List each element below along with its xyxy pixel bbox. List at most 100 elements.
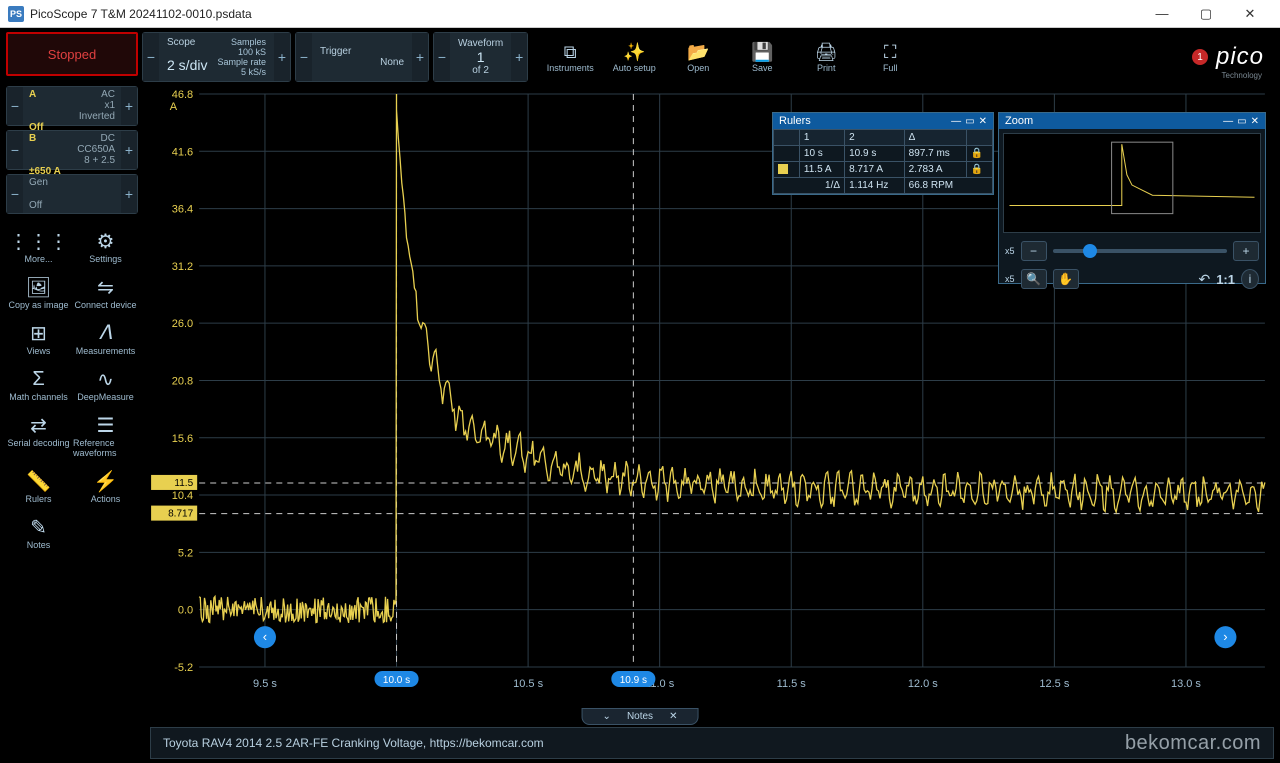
side-notes[interactable]: ✎Notes <box>6 510 71 554</box>
close-button[interactable]: ✕ <box>1228 0 1272 28</box>
side-serial[interactable]: ⇄Serial decoding <box>6 408 71 462</box>
notes-tab[interactable]: ⌄Notes✕ <box>582 708 699 725</box>
zoom-tool-search[interactable]: 🔍 <box>1021 269 1047 289</box>
channel-a-panel[interactable]: − A ACx1Inverted Off + <box>6 86 138 126</box>
notification-badge[interactable]: 1 <box>1192 49 1208 65</box>
app-icon: PS <box>8 6 24 22</box>
save-label: Save <box>752 63 773 73</box>
chan-b-minus[interactable]: − <box>7 131 23 169</box>
trigger-plus[interactable]: + <box>412 33 428 81</box>
gen-panel[interactable]: − Gen Off + <box>6 174 138 214</box>
chan-b-plus[interactable]: + <box>121 131 137 169</box>
zoom-tool-pan[interactable]: ✋ <box>1053 269 1079 289</box>
notes-tab-label: Notes <box>627 711 653 722</box>
zoom-minus-h[interactable]: − <box>1021 241 1047 261</box>
svg-text:13.0 s: 13.0 s <box>1171 678 1201 690</box>
gen-plus[interactable]: + <box>121 175 137 213</box>
save-icon: 💾 <box>751 41 773 63</box>
side-refwave[interactable]: ☰Reference waveforms <box>73 408 138 462</box>
chan-b-meta: DCCC650A8 + 2.5 <box>77 133 115 166</box>
side-views[interactable]: ⊞Views <box>6 316 71 360</box>
svg-text:9.5 s: 9.5 s <box>253 678 277 690</box>
svg-text:-5.2: -5.2 <box>174 662 193 674</box>
gen-minus[interactable]: − <box>7 175 23 213</box>
chan-a-minus[interactable]: − <box>7 87 23 125</box>
watermark: bekomcar.com <box>1125 732 1261 755</box>
side-connect[interactable]: ⇋Connect device <box>73 270 138 314</box>
side-math[interactable]: ΣMath channels <box>6 362 71 406</box>
side-deep[interactable]: ∿DeepMeasure <box>73 362 138 406</box>
trigger-panel[interactable]: − Trigger None + <box>295 32 429 82</box>
zoom-max-icon[interactable]: ▭ <box>1237 116 1246 127</box>
side-more[interactable]: ⋮⋮⋮More... <box>6 224 71 268</box>
side-rulers[interactable]: 📏Rulers <box>6 464 71 508</box>
rulers-title: Rulers <box>779 115 811 127</box>
zoom-info-icon[interactable]: i <box>1241 269 1259 289</box>
zoom-close-icon[interactable]: ✕ <box>1251 116 1259 127</box>
rulers-min-icon[interactable]: — <box>951 116 961 127</box>
rulers-window[interactable]: Rulers — ▭ ✕ 12Δ10 s10.9 s897.7 ms🔒11.5 A8… <box>772 112 994 195</box>
channel-b-panel[interactable]: − B DCCC650A8 + 2.5 ±650 A + <box>6 130 138 170</box>
rulers-max-icon[interactable]: ▭ <box>965 116 974 127</box>
zoom-preview[interactable] <box>1003 133 1261 233</box>
svg-text:11.5: 11.5 <box>174 478 193 489</box>
toolbar-open[interactable]: 📂Open <box>672 41 724 73</box>
zoom-min-icon[interactable]: — <box>1223 116 1233 127</box>
zoom-plus-h[interactable]: + <box>1233 241 1259 261</box>
zoom-ratio[interactable]: 1:1 <box>1216 272 1235 287</box>
side-settings[interactable]: ⚙Settings <box>73 224 138 268</box>
refwave-label: Reference waveforms <box>73 438 138 458</box>
rulers-close-icon[interactable]: ✕ <box>979 116 987 127</box>
autosetup-label: Auto setup <box>613 63 656 73</box>
svg-text:12.5 s: 12.5 s <box>1039 678 1069 690</box>
trigger-minus[interactable]: − <box>296 33 312 81</box>
full-icon: ⛶ <box>884 41 897 63</box>
window-title: PicoScope 7 T&M 20241102-0010.psdata <box>30 7 252 21</box>
waveform-title: Waveform <box>458 38 503 49</box>
zoom-undo-icon[interactable]: ↶ <box>1198 271 1210 288</box>
scope-minus[interactable]: − <box>143 33 159 81</box>
chan-a-plus[interactable]: + <box>121 87 137 125</box>
svg-text:10.9 s: 10.9 s <box>620 675 647 686</box>
settings-label: Settings <box>89 254 122 264</box>
toolbar-print[interactable]: 🖨Print <box>800 41 852 73</box>
zoom-slider[interactable] <box>1053 249 1227 253</box>
refwave-icon: ☰ <box>97 412 115 438</box>
deep-label: DeepMeasure <box>77 392 134 402</box>
waveform-panel[interactable]: − Waveform 1 of 2 + <box>433 32 528 82</box>
svg-text:11.5 s: 11.5 s <box>777 678 807 690</box>
svg-text:8.717: 8.717 <box>168 509 193 520</box>
rulers-table: 12Δ10 s10.9 s897.7 ms🔒11.5 A8.717 A2.783… <box>773 129 993 194</box>
minimize-button[interactable]: — <box>1140 0 1184 28</box>
tool-icons: ⧉Instruments ✨Auto setup 📂Open 💾Save 🖨Print ⛶… <box>544 32 916 82</box>
rulers-icon: 📏 <box>26 468 51 494</box>
zoom-window[interactable]: Zoom —▭✕ + − x5 − + x5 🔍 ✋ ↶ 1:1 i <box>998 112 1266 284</box>
side-actions[interactable]: ⚡Actions <box>73 464 138 508</box>
svg-text:›: › <box>1223 629 1227 644</box>
connect-label: Connect device <box>74 300 136 310</box>
side-copy[interactable]: 🖼Copy as image <box>6 270 71 314</box>
side-measurements[interactable]: 𝛬Measurements <box>73 316 138 360</box>
maximize-button[interactable]: ▢ <box>1184 0 1228 28</box>
actions-icon: ⚡ <box>93 468 118 494</box>
svg-text:31.2: 31.2 <box>172 261 193 273</box>
scope-plus[interactable]: + <box>274 33 290 81</box>
rate-lbl: Sample rate <box>217 57 266 67</box>
run-stop-button[interactable]: Stopped <box>6 32 138 76</box>
waveform-prev[interactable]: − <box>434 33 450 81</box>
autosetup-icon: ✨ <box>623 41 645 63</box>
toolbar-instruments[interactable]: ⧉Instruments <box>544 41 596 73</box>
left-sidebar: − A ACx1Inverted Off + − B DCCC650A8 + 2… <box>6 86 138 554</box>
notes-close-icon[interactable]: ✕ <box>669 711 677 722</box>
toolbar-full[interactable]: ⛶Full <box>864 41 916 73</box>
scope-panel[interactable]: − Scope Samples100 kS 2 s/div Sample rat… <box>142 32 291 82</box>
waveform-idx: 1 <box>458 49 503 65</box>
settings-icon: ⚙ <box>97 228 115 254</box>
waveform-next[interactable]: + <box>511 33 527 81</box>
toolbar-save[interactable]: 💾Save <box>736 41 788 73</box>
side-tools-grid: ⋮⋮⋮More...⚙Settings🖼Copy as image⇋Connec… <box>6 224 138 554</box>
chan-b-id: B <box>29 133 36 166</box>
logo-area: 1 pico Technology <box>1192 32 1274 82</box>
toolbar-autosetup[interactable]: ✨Auto setup <box>608 41 660 73</box>
svg-text:26.0: 26.0 <box>172 318 193 330</box>
